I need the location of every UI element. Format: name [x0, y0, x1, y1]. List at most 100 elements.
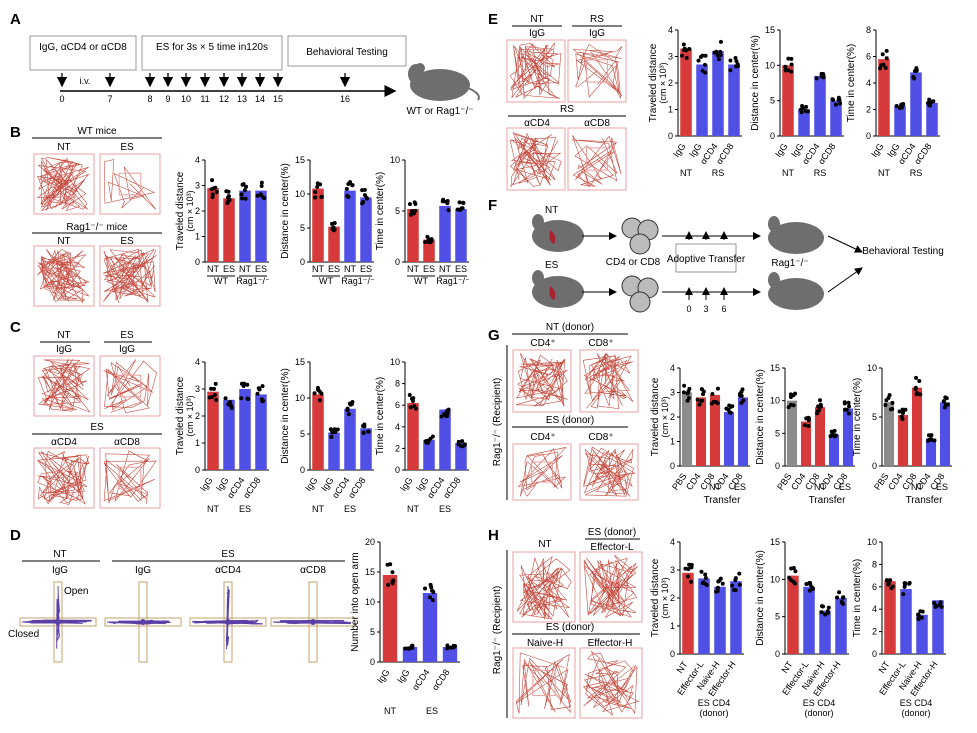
center-zone	[118, 466, 142, 490]
data-point	[319, 194, 324, 199]
data-point	[361, 200, 366, 205]
data-point	[840, 601, 845, 606]
movement-track	[583, 446, 636, 497]
x-tick-label: CD4	[789, 471, 808, 491]
data-point	[413, 208, 418, 213]
data-point	[386, 582, 391, 587]
data-point	[726, 407, 731, 412]
transfer-label: Transfer	[704, 495, 742, 506]
y-tick-label: 20	[365, 537, 375, 547]
closed-arm	[270, 617, 356, 627]
open-field-arena	[33, 153, 95, 215]
panel-f-label: F	[488, 197, 497, 214]
y-tick-label: 1	[668, 105, 673, 115]
bar	[698, 578, 710, 654]
data-point	[883, 403, 888, 408]
f-nt-label: NT	[545, 205, 558, 216]
y-tick-label: 4	[195, 357, 200, 367]
data-point	[243, 196, 248, 201]
c-acd4-label: αCD4	[51, 437, 77, 448]
data-point	[918, 392, 923, 397]
x-tick-label: NT	[439, 264, 451, 274]
data-point	[900, 417, 905, 422]
data-point	[734, 59, 739, 64]
y-tick-label: 1	[670, 437, 675, 447]
bar	[910, 72, 922, 136]
movement-track	[37, 359, 91, 413]
y-tick-label: 10	[390, 155, 400, 165]
rag-recipient-mouse-bottom-icon	[768, 272, 824, 310]
data-point	[332, 427, 337, 432]
maze-open-track	[56, 585, 61, 649]
data-point	[732, 587, 737, 592]
y-tick-label: 5	[872, 412, 877, 422]
bar	[803, 586, 815, 654]
y-tick-label: 15	[770, 537, 780, 547]
h-es-donor2-label: ES (donor)	[546, 622, 594, 633]
x-tick-label: NT	[344, 264, 356, 274]
y-tick-label: 10	[765, 60, 775, 70]
data-point	[912, 69, 917, 74]
data-point	[259, 184, 264, 189]
bar	[455, 443, 467, 470]
open-field-arena	[99, 153, 161, 215]
data-point	[814, 76, 819, 81]
y-tick-label: 6	[866, 52, 871, 62]
y-tick-label: 2	[195, 206, 200, 216]
panel-a: A IgG, αCD4 or αCD8 ES for 3s × 5 time i…	[10, 11, 480, 117]
data-point	[913, 385, 918, 390]
movement-track	[515, 352, 568, 407]
y-tick-label: 0	[195, 257, 200, 267]
y-axis-label: Traveled distance	[648, 43, 659, 122]
y-tick-label: 2	[872, 627, 877, 637]
data-point	[406, 646, 411, 651]
data-point	[709, 401, 714, 406]
data-point	[246, 396, 251, 401]
center-zone	[118, 374, 142, 398]
h-effl-label: Effector-L	[590, 542, 634, 553]
data-point	[833, 102, 838, 107]
data-point	[937, 602, 942, 607]
bar	[730, 581, 742, 654]
data-point	[459, 206, 464, 211]
bar	[255, 190, 267, 262]
data-point	[789, 578, 794, 583]
maze-track	[21, 619, 92, 624]
timeline-day: 9	[165, 94, 170, 104]
bar	[884, 581, 896, 654]
group-label: (donor)	[901, 708, 930, 718]
data-point	[718, 49, 723, 54]
timeline-day: 12	[219, 94, 229, 104]
bar	[925, 438, 937, 466]
d-maze1-label: IgG	[52, 565, 68, 576]
open-field-arena	[506, 127, 566, 191]
x-tick-label: αCD4	[410, 667, 432, 692]
bar	[407, 208, 419, 262]
y-tick-label: 10	[770, 574, 780, 584]
data-point	[718, 39, 723, 44]
data-point	[687, 386, 692, 391]
data-point	[703, 53, 708, 58]
d-es-label: ES	[221, 549, 235, 560]
data-point	[900, 411, 905, 416]
transfer-label: Transfer	[906, 495, 944, 506]
data-point	[897, 409, 902, 414]
group-label: NT	[207, 504, 219, 514]
data-point	[884, 398, 889, 403]
y-tick-label: 2	[395, 443, 400, 453]
x-tick-label: IgG	[198, 475, 215, 493]
data-point	[457, 200, 462, 205]
maze-center	[55, 619, 61, 625]
group-label: ES	[239, 504, 251, 514]
bar	[223, 399, 235, 470]
data-point	[682, 383, 687, 388]
data-point	[739, 389, 744, 394]
data-point	[843, 407, 848, 412]
y-axis-label: Traveled distance	[175, 171, 186, 250]
e-igg2-label: IgG	[589, 28, 605, 39]
y-tick-label: 0	[300, 465, 305, 475]
y-axis-label: Traveled distance	[650, 377, 661, 456]
data-point	[445, 198, 450, 203]
movement-track	[509, 132, 562, 188]
